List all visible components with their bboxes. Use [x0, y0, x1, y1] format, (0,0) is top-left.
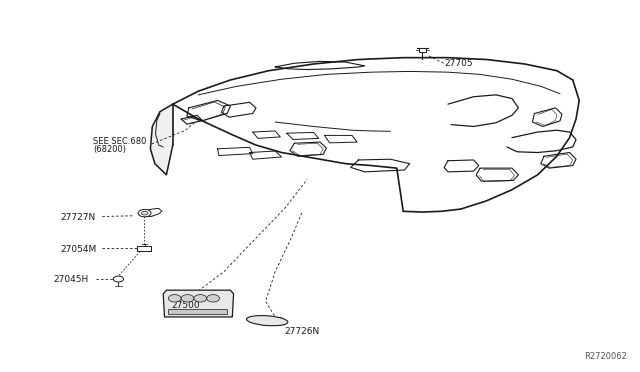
Text: 27500: 27500 [172, 301, 200, 310]
Circle shape [181, 295, 194, 302]
Text: 27727N: 27727N [61, 213, 96, 222]
Circle shape [113, 276, 124, 282]
Polygon shape [163, 290, 234, 317]
Ellipse shape [246, 315, 288, 326]
Circle shape [168, 295, 181, 302]
Text: 27045H: 27045H [53, 275, 88, 283]
Circle shape [207, 295, 220, 302]
Circle shape [194, 295, 207, 302]
Text: R2720062: R2720062 [584, 352, 627, 361]
Bar [419, 48, 426, 52]
Text: SEE SEC.680: SEE SEC.680 [93, 137, 146, 146]
Text: 27054M: 27054M [61, 245, 97, 254]
Circle shape [141, 211, 148, 215]
Polygon shape [150, 104, 173, 175]
Circle shape [138, 209, 151, 217]
Text: 27705: 27705 [445, 59, 474, 68]
Bar [168, 309, 227, 314]
Polygon shape [138, 208, 162, 217]
Text: 27726N: 27726N [285, 327, 320, 336]
Text: (68200): (68200) [93, 145, 126, 154]
Bar [137, 246, 151, 251]
